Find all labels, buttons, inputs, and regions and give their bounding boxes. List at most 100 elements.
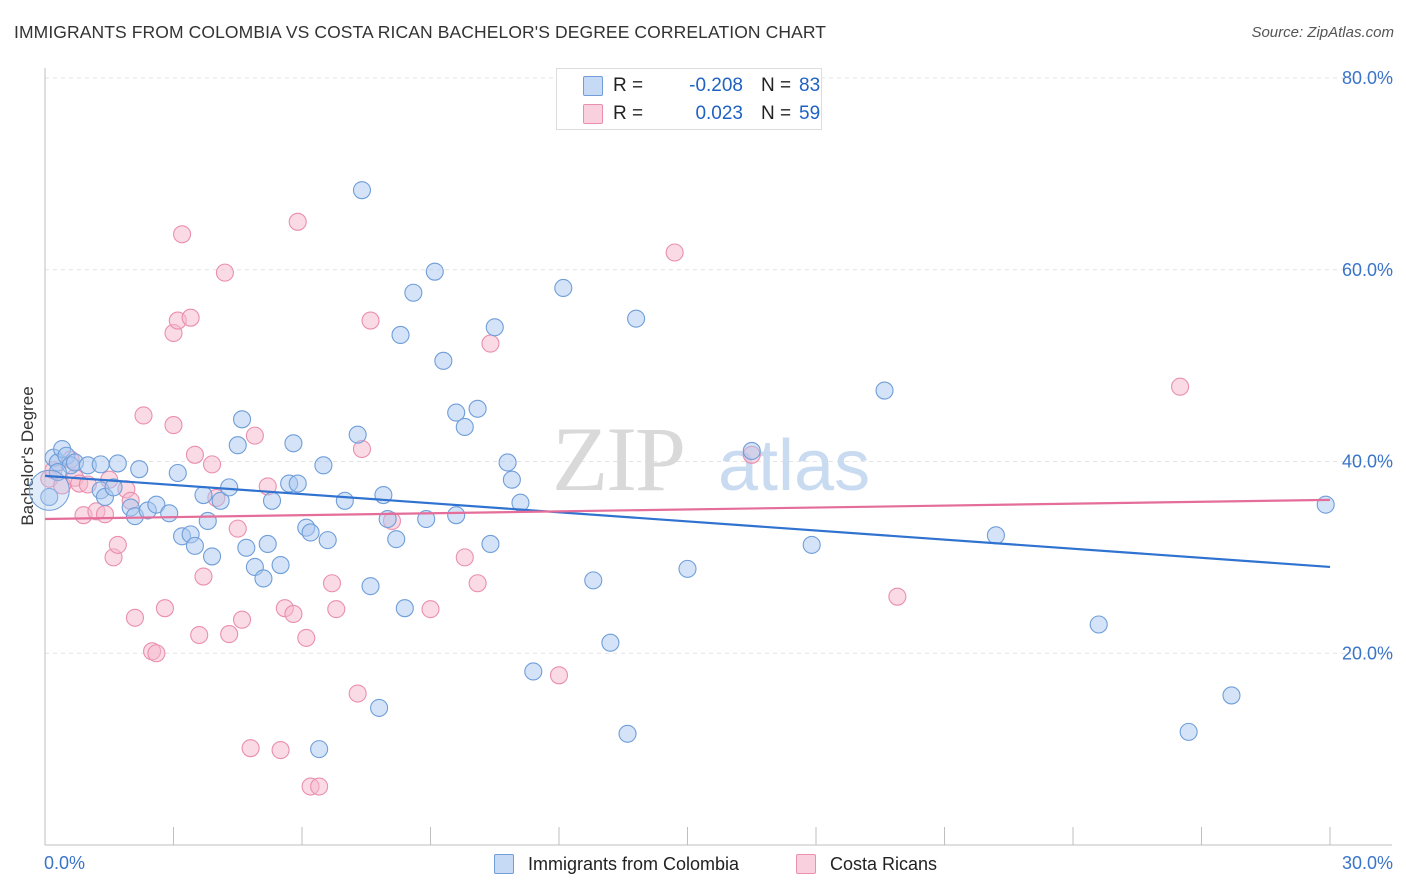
- colombia-trend-line: [44, 474, 1331, 569]
- x-tick-label: 0.0%: [44, 853, 85, 873]
- colombia-point: [228, 436, 247, 455]
- colombia-point: [310, 740, 329, 759]
- costa-ricans-point: [888, 587, 907, 606]
- costa-ricans-point: [164, 416, 183, 435]
- legend-n-value: 59: [799, 103, 821, 124]
- colombia-point: [271, 555, 290, 575]
- costa-ricans-point: [310, 777, 329, 796]
- costa-ricans-point: [95, 505, 115, 524]
- colombia-point: [361, 577, 380, 596]
- colombia-point: [455, 417, 474, 437]
- y-tick-label: 20.0%: [1342, 643, 1393, 663]
- costa-ricans-point: [232, 610, 252, 629]
- colombia-point: [502, 470, 521, 489]
- y-tick-label: 80.0%: [1342, 68, 1393, 88]
- colombia-point: [185, 536, 204, 555]
- legend-swatch-blue: [583, 76, 603, 96]
- series-legend: Immigrants from Colombia Costa Ricans: [0, 852, 1406, 876]
- costa-ricans-point: [361, 311, 380, 330]
- colombia-point: [447, 506, 466, 525]
- colombia-point: [211, 491, 230, 510]
- costa-ricans-point: [348, 684, 367, 703]
- costa-ricans-point: [108, 535, 127, 554]
- colombia-point: [108, 454, 127, 473]
- colombia-point: [447, 403, 466, 422]
- colombia-point: [254, 569, 273, 588]
- tick-labels: 20.0% 40.0% 60.0% 80.0% 0.0% 30.0%: [44, 68, 1393, 873]
- legend-n-label: N =: [761, 103, 792, 124]
- costa-ricans-point: [185, 445, 204, 464]
- colombia-point: [481, 534, 500, 554]
- watermark: ZIP atlas: [552, 408, 870, 510]
- colombia-point: [284, 434, 303, 453]
- costa-ricans-point: [288, 212, 307, 231]
- costa-ricans-point: [241, 739, 260, 758]
- colombia-point: [1222, 686, 1241, 705]
- colombia-point: [986, 526, 1005, 545]
- colombia-point: [554, 278, 573, 298]
- legend-r-value: -0.208: [689, 75, 743, 96]
- colombia-point: [91, 455, 110, 474]
- colombia-point: [232, 410, 252, 429]
- costa-ricans-point: [155, 599, 174, 618]
- colombia-point: [485, 318, 504, 337]
- colombia-cluster-point: [28, 469, 70, 511]
- colombia-point: [237, 538, 256, 557]
- costa-ricans-point: [297, 628, 316, 647]
- costa-ricans-point: [215, 263, 234, 282]
- y-tick-label: 60.0%: [1342, 260, 1393, 280]
- legend-n-label: N =: [761, 75, 792, 96]
- costa-ricans-point: [203, 455, 222, 474]
- colombia-point: [404, 283, 423, 302]
- colombia-point: [168, 463, 187, 483]
- colombia-point: [742, 441, 761, 461]
- colombia-point: [194, 486, 213, 505]
- legend-r-label: R =: [613, 75, 644, 96]
- colombia-point: [318, 531, 337, 550]
- costa-ricans-point: [220, 625, 239, 644]
- colombia-point: [498, 453, 517, 472]
- costa-ricans-point: [271, 741, 290, 760]
- colombia-point: [601, 633, 620, 652]
- costa-ricans-trend-line: [44, 498, 1331, 521]
- colombia-point: [584, 571, 603, 590]
- costa-ricans-point: [468, 574, 487, 593]
- colombia-point: [802, 535, 821, 554]
- colombia-point: [220, 478, 239, 497]
- colombia-point: [348, 425, 367, 444]
- costa-ricans-point: [455, 548, 474, 567]
- colombia-point: [618, 724, 637, 743]
- colombia-point: [314, 456, 333, 475]
- legend-r-label: R =: [613, 103, 644, 124]
- colombia-point: [678, 559, 697, 578]
- colombia-point: [468, 399, 487, 418]
- costa-ricans-point: [665, 243, 684, 262]
- colombia-point: [203, 547, 222, 566]
- colombia-point: [627, 309, 646, 328]
- colombia-point: [262, 491, 282, 510]
- colombia-point: [1089, 615, 1108, 634]
- costa-ricans-point: [549, 666, 569, 685]
- colombia-point: [258, 534, 277, 554]
- costa-ricans-point: [284, 604, 303, 623]
- legend-n-value: 83: [799, 75, 821, 96]
- costa-ricans-point: [327, 600, 346, 619]
- y-tick-label: 40.0%: [1342, 452, 1393, 472]
- colombia-point: [370, 698, 389, 717]
- colombia-point: [301, 523, 320, 542]
- x-tick-label: 30.0%: [1342, 853, 1393, 873]
- watermark-atlas: atlas: [718, 426, 870, 506]
- colombia-point: [1179, 722, 1198, 741]
- costa-ricans-point: [421, 600, 440, 619]
- costa-ricans-point: [190, 625, 209, 645]
- costa-ricans-point: [173, 225, 192, 244]
- costa-ricans-point: [134, 406, 153, 425]
- costa-ricans-point: [322, 574, 342, 593]
- colombia-point: [288, 474, 307, 493]
- legend-label-colombia: Immigrants from Colombia: [528, 854, 740, 874]
- costa-ricans-point: [194, 567, 213, 586]
- costa-ricans-points: [40, 212, 1190, 796]
- colombia-point: [434, 351, 453, 370]
- costa-ricans-point: [147, 644, 166, 663]
